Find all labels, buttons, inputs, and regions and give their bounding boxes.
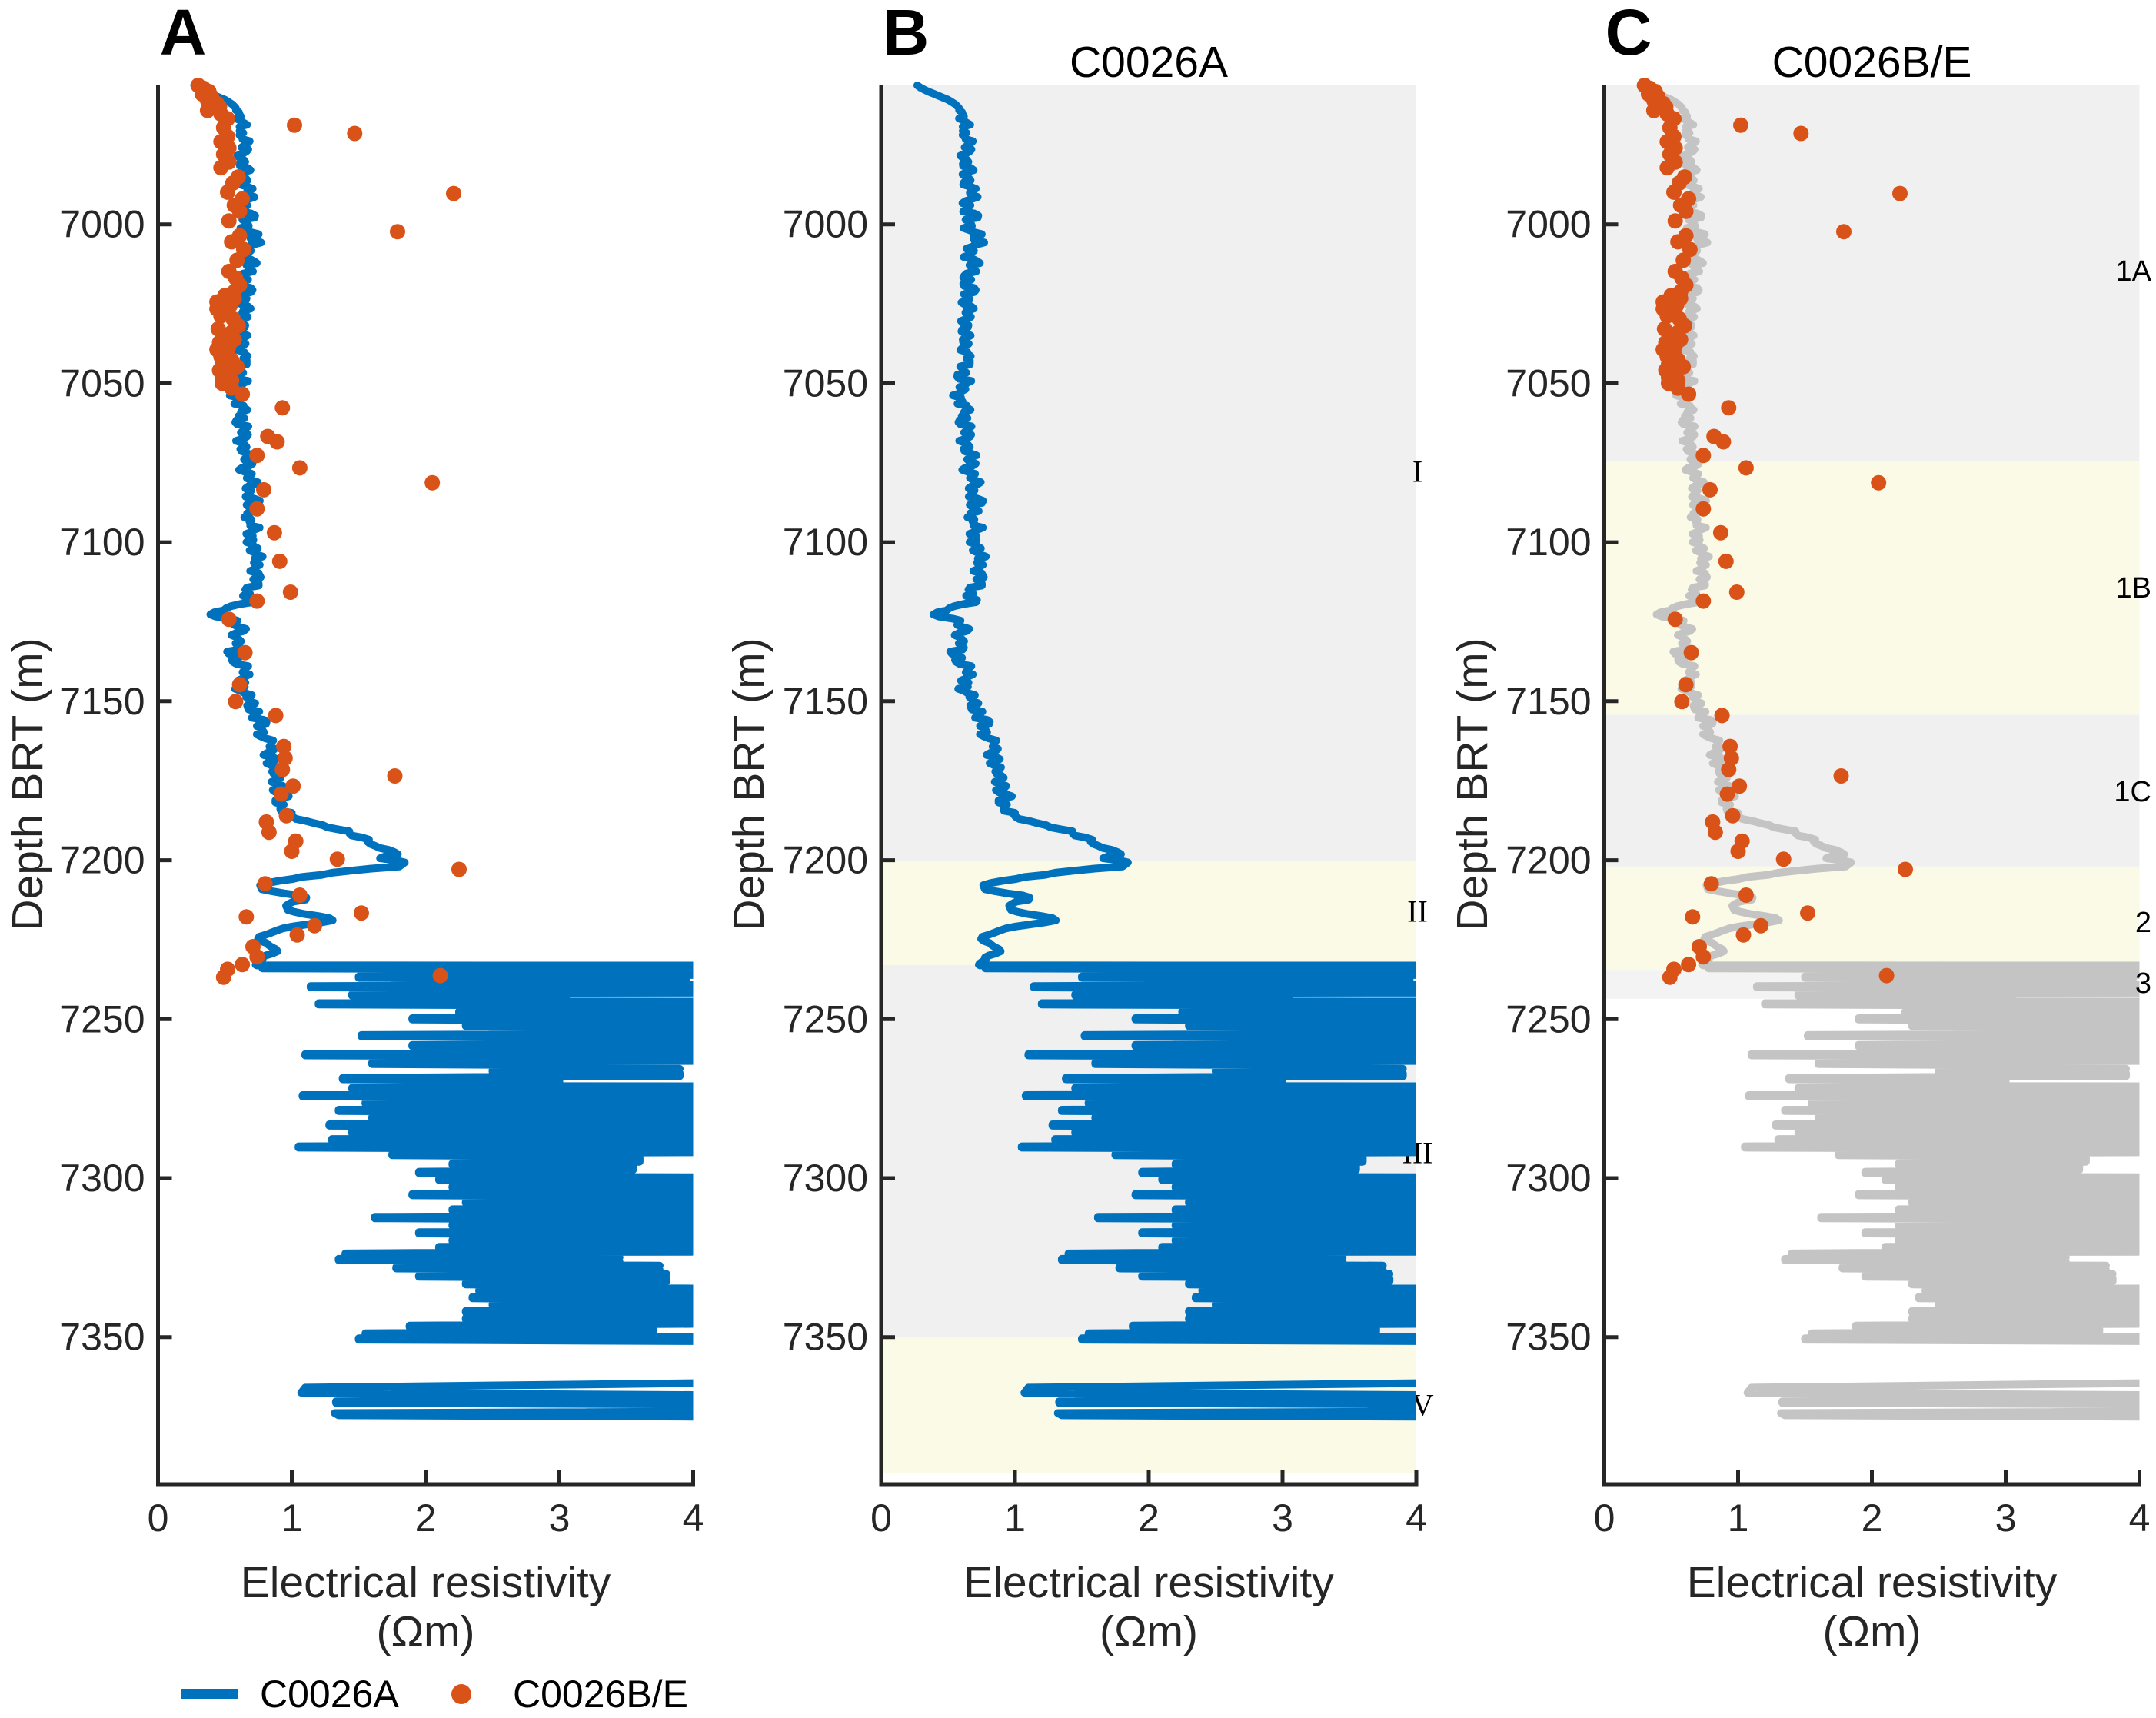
svg-text:4: 4 xyxy=(2129,1497,2151,1540)
svg-text:7250: 7250 xyxy=(1506,997,1591,1040)
svg-text:7100: 7100 xyxy=(1506,521,1591,564)
svg-text:1C: 1C xyxy=(2114,776,2151,808)
svg-text:7250: 7250 xyxy=(59,997,145,1040)
svg-text:7300: 7300 xyxy=(1506,1157,1591,1200)
svg-text:C0026A: C0026A xyxy=(260,1673,399,1716)
svg-text:I: I xyxy=(1412,454,1422,489)
svg-text:7000: 7000 xyxy=(1506,203,1591,246)
svg-text:7200: 7200 xyxy=(59,839,145,882)
svg-text:C: C xyxy=(1605,0,1652,68)
svg-text:7300: 7300 xyxy=(59,1157,145,1200)
svg-text:1B: 1B xyxy=(2116,572,2151,604)
svg-text:2: 2 xyxy=(1138,1497,1160,1540)
svg-text:Depth BRT (m): Depth BRT (m) xyxy=(3,638,52,931)
svg-text:2: 2 xyxy=(1862,1497,1883,1540)
svg-text:7150: 7150 xyxy=(783,680,868,723)
svg-text:3: 3 xyxy=(2135,967,2151,1000)
svg-text:Depth BRT (m): Depth BRT (m) xyxy=(1448,638,1497,931)
svg-text:7350: 7350 xyxy=(59,1316,145,1359)
svg-text:3: 3 xyxy=(1272,1497,1293,1540)
svg-text:A: A xyxy=(160,0,207,68)
svg-text:3: 3 xyxy=(1995,1497,2017,1540)
svg-text:2: 2 xyxy=(415,1497,437,1540)
svg-text:0: 0 xyxy=(148,1497,169,1540)
svg-text:7100: 7100 xyxy=(59,521,145,564)
svg-text:7350: 7350 xyxy=(1506,1316,1591,1359)
svg-text:7000: 7000 xyxy=(783,203,868,246)
svg-text:Electrical resistivity: Electrical resistivity xyxy=(1687,1558,2058,1607)
svg-text:II: II xyxy=(1407,894,1428,929)
svg-text:4: 4 xyxy=(1406,1497,1427,1540)
svg-text:B: B xyxy=(883,0,930,68)
svg-text:0: 0 xyxy=(870,1497,892,1540)
svg-text:(Ωm): (Ωm) xyxy=(376,1607,474,1656)
svg-text:7150: 7150 xyxy=(1506,680,1591,723)
svg-text:7200: 7200 xyxy=(783,839,868,882)
svg-text:C0026A: C0026A xyxy=(1070,38,1228,87)
svg-text:(Ωm): (Ωm) xyxy=(1822,1607,1921,1656)
svg-text:C0026B/E: C0026B/E xyxy=(1772,38,1972,87)
svg-text:7050: 7050 xyxy=(59,361,145,405)
svg-text:7200: 7200 xyxy=(1506,839,1591,882)
svg-text:3: 3 xyxy=(549,1497,571,1540)
svg-text:7000: 7000 xyxy=(59,203,145,246)
svg-text:7050: 7050 xyxy=(1506,361,1591,405)
svg-text:7350: 7350 xyxy=(783,1316,868,1359)
svg-text:7100: 7100 xyxy=(783,521,868,564)
svg-text:7250: 7250 xyxy=(783,997,868,1040)
svg-text:7300: 7300 xyxy=(783,1157,868,1200)
svg-text:7050: 7050 xyxy=(783,361,868,405)
svg-text:7150: 7150 xyxy=(59,680,145,723)
svg-text:(Ωm): (Ωm) xyxy=(1100,1607,1198,1656)
svg-text:Electrical resistivity: Electrical resistivity xyxy=(963,1558,1334,1607)
svg-text:C0026B/E: C0026B/E xyxy=(513,1673,688,1716)
svg-text:4: 4 xyxy=(683,1497,704,1540)
svg-text:0: 0 xyxy=(1594,1497,1615,1540)
svg-text:Depth BRT (m): Depth BRT (m) xyxy=(724,638,774,931)
svg-text:Electrical resistivity: Electrical resistivity xyxy=(241,1558,611,1607)
svg-text:1: 1 xyxy=(1004,1497,1026,1540)
svg-text:1: 1 xyxy=(1728,1497,1749,1540)
svg-text:2: 2 xyxy=(2135,907,2151,939)
svg-text:1A: 1A xyxy=(2116,255,2152,288)
svg-text:1: 1 xyxy=(281,1497,303,1540)
